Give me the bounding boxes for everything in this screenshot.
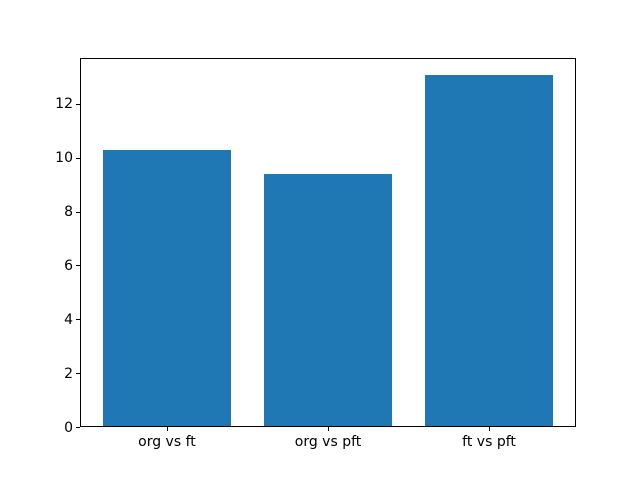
bar-org-vs-pft — [263, 174, 393, 426]
x-tick-mark — [489, 427, 491, 431]
y-tick-mark — [76, 158, 80, 159]
y-tick-label: 2 — [64, 365, 73, 382]
x-tick-label: org vs pft — [294, 434, 362, 450]
x-tick-label: ft vs pft — [462, 434, 516, 450]
bar-org-vs-ft — [102, 149, 232, 426]
plot-area — [80, 58, 576, 427]
y-tick-label: 10 — [55, 150, 73, 167]
x-tick-mark — [328, 427, 329, 431]
y-tick-label: 6 — [64, 257, 73, 274]
x-tick-mark — [166, 427, 168, 431]
y-tick-mark — [76, 319, 80, 320]
y-tick-mark — [76, 265, 80, 266]
y-tick-mark — [76, 373, 80, 374]
y-tick-label: 12 — [55, 96, 73, 113]
bar-ft-vs-pft — [424, 74, 554, 426]
y-tick-mark — [76, 427, 80, 428]
y-tick-label: 0 — [64, 419, 73, 436]
x-tick-label: org vs ft — [138, 434, 196, 450]
y-tick-mark — [76, 212, 80, 213]
y-tick-label: 8 — [64, 204, 73, 221]
y-tick-mark — [76, 104, 80, 105]
y-tick-label: 4 — [64, 311, 73, 328]
